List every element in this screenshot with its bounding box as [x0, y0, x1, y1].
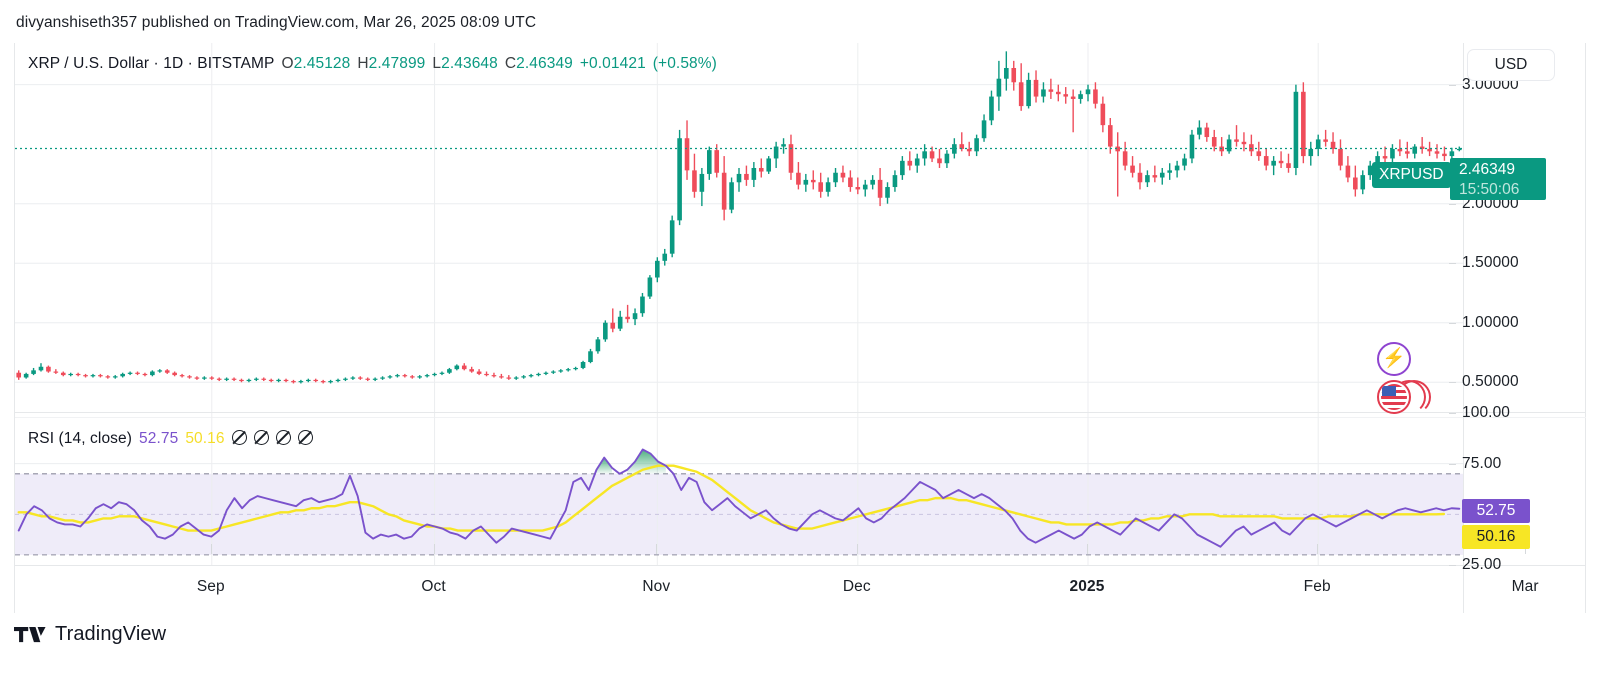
rsi-axis-tick-mark — [1449, 413, 1456, 414]
time-axis-tick-mark — [210, 544, 212, 554]
time-axis-tick: Oct — [421, 578, 446, 595]
lightning-badge-icon[interactable]: ⚡ — [1377, 342, 1411, 376]
low-label: L — [432, 55, 442, 72]
current-price-time: 15:50:06 — [1459, 181, 1520, 198]
rsi-axis-tick-mark — [1449, 565, 1456, 566]
rsi-axis-tick: 25.00 — [1462, 556, 1502, 573]
tradingview-brand-label: TradingView — [55, 623, 167, 645]
price-axis-tick: 0.50000 — [1462, 373, 1519, 391]
price-axis-divider — [1463, 43, 1464, 613]
published-byline: divyanshiseth357 published on TradingVie… — [16, 14, 537, 31]
tradingview-logo-icon — [14, 626, 46, 642]
price-axis-tick-mark — [1449, 84, 1456, 86]
time-axis-tick: Feb — [1303, 578, 1331, 595]
time-axis-tick: Sep — [196, 578, 225, 595]
no-icon-1[interactable] — [231, 430, 247, 445]
symbol-label[interactable]: XRP / U.S. Dollar · 1D · BITSTAMP — [28, 55, 275, 72]
close-label: C — [504, 55, 517, 72]
time-axis-tick-mark — [433, 544, 435, 554]
open-label: O — [281, 55, 294, 72]
flag-canton — [1382, 386, 1396, 396]
current-price-value: 2.46349 — [1459, 161, 1516, 178]
rsi-axis-tick: 100.00 — [1462, 404, 1511, 421]
pane-separator — [15, 412, 1586, 413]
price-axis-tick-mark — [1449, 382, 1456, 384]
no-icon-4[interactable] — [297, 430, 313, 445]
time-axis-tick-mark — [1087, 544, 1088, 554]
high-label: H — [357, 55, 369, 72]
price-axis-tick: 1.50000 — [1462, 254, 1519, 272]
rsi-pane[interactable] — [15, 413, 1463, 565]
flag-arc-front-icon — [1397, 380, 1431, 414]
time-axis-tick: Nov — [642, 578, 671, 595]
price-axis-tick: 1.00000 — [1462, 313, 1519, 331]
time-axis-tick: Dec — [842, 578, 871, 595]
chart-frame: XRP / U.S. Dollar · 1D · BITSTAMP O2.4512… — [14, 43, 1586, 613]
rsi-axis-tick: 75.00 — [1462, 454, 1502, 472]
price-axis-tick-mark — [1449, 263, 1456, 265]
time-axis-tick-mark — [856, 544, 858, 554]
price-axis-tick-mark — [1449, 322, 1456, 324]
price-axis-tick-mark — [1449, 203, 1456, 205]
rsi-legend: RSI (14, close) 52.75 50.16 — [28, 429, 313, 449]
rsi-title[interactable]: RSI (14, close) — [28, 430, 133, 447]
time-axis-tick: 2025 — [1069, 578, 1105, 595]
price-candles-svg — [15, 43, 1463, 412]
change-absolute: +0.01421 — [579, 55, 646, 72]
current-price-tag: 2.46349 15:50:06 — [1450, 158, 1546, 200]
rsi-value-tag: 52.75 — [1462, 499, 1530, 523]
no-icon-2[interactable] — [253, 430, 269, 445]
rsi-ma-value: 50.16 — [185, 430, 225, 447]
time-axis-tick-mark — [1317, 544, 1319, 554]
change-percent: (+0.58%) — [652, 55, 717, 72]
close-value: 2.46349 — [516, 55, 573, 72]
rsi-axis-tick-mark — [1449, 463, 1456, 465]
rsi-current-value: 52.75 — [139, 430, 179, 447]
rsi-ma-value-tag: 50.16 — [1462, 525, 1530, 549]
time-axis-tick-mark — [1525, 544, 1527, 554]
price-legend: XRP / U.S. Dollar · 1D · BITSTAMP O2.4512… — [28, 54, 717, 74]
low-value: 2.43648 — [441, 55, 498, 72]
us-flag-badge-icon[interactable] — [1377, 380, 1411, 414]
high-value: 2.47899 — [368, 55, 426, 72]
time-axis-tick-mark — [656, 544, 658, 554]
currency-button[interactable]: USD — [1467, 49, 1555, 81]
no-icon-3[interactable] — [275, 430, 291, 445]
footer: TradingView — [14, 623, 166, 646]
open-value: 2.45128 — [293, 55, 351, 72]
price-pane[interactable] — [15, 43, 1463, 412]
symbol-price-tag: XRPUSD — [1372, 162, 1451, 188]
time-axis-separator — [15, 565, 1586, 566]
pane-separator-secondary — [15, 417, 1586, 418]
time-axis-tick: Mar — [1511, 578, 1539, 595]
rsi-plot-svg — [15, 413, 1463, 565]
